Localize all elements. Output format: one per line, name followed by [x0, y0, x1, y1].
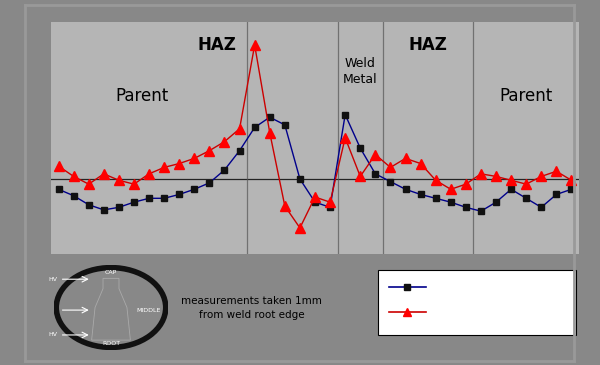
BW01-PS Post Straining: [568, 178, 575, 182]
BW01-PS Post Straining: [341, 136, 349, 140]
BW01-PS Post Straining: [296, 226, 304, 230]
FancyBboxPatch shape: [379, 270, 577, 335]
BW01-PS Post Straining: [55, 164, 62, 168]
BW01-PS Post Straining: [221, 139, 228, 144]
BW01 As-recieved: [493, 200, 500, 204]
BW01-PS Post Straining: [553, 169, 560, 173]
BW01 As-recieved: [478, 209, 485, 214]
BW01-PS Post Straining: [311, 195, 319, 199]
BW01 As-recieved: [568, 187, 575, 192]
BW01 As-recieved: [130, 200, 137, 204]
Text: measurements taken 1mm
from weld root edge: measurements taken 1mm from weld root ed…: [181, 296, 322, 320]
BW01-PS Post Straining: [432, 178, 439, 182]
Text: CAP: CAP: [105, 270, 117, 275]
BW01 As-recieved: [326, 205, 334, 210]
Polygon shape: [92, 278, 130, 340]
BW01 As-recieved: [447, 200, 454, 204]
BW01 As-recieved: [432, 196, 439, 200]
BW01 As-recieved: [281, 123, 289, 127]
Line: BW01-PS Post Straining: BW01-PS Post Straining: [53, 40, 577, 233]
BW01 As-recieved: [372, 172, 379, 176]
BW01 As-recieved: [176, 192, 183, 197]
BW01-PS Post Straining: [281, 204, 289, 208]
BW01 As-recieved: [462, 205, 469, 210]
Text: ROOT: ROOT: [102, 341, 120, 346]
BW01-PS Post Straining: [206, 149, 213, 153]
BW01-PS Post Straining: [538, 174, 545, 178]
BW01 As-recieved: [145, 196, 152, 200]
BW01-PS Post Straining: [115, 178, 122, 182]
BW01-PS Post Straining: [145, 172, 152, 176]
BW01 As-recieved: [236, 149, 243, 153]
BW01 As-recieved: [296, 177, 304, 181]
BW01 As-recieved: [55, 187, 62, 192]
BW01-PS Post Straining: [387, 165, 394, 170]
BW01 As-recieved: [402, 187, 409, 192]
BW01-PS Post Straining: [266, 130, 274, 135]
BW01-PS Post Straining: [417, 161, 424, 166]
BW01-PS Post Straining: [251, 43, 258, 47]
BW01-PS Post Straining: [130, 182, 137, 187]
BW01-PS Post Straining: [70, 174, 77, 178]
BW01-PS Post Straining: [236, 127, 243, 131]
BW01 As-recieved: [523, 196, 530, 200]
Text: Weld
Metal: Weld Metal: [343, 57, 377, 86]
BW01-PS Post Straining: [326, 200, 334, 204]
BW01 As-recieved: [553, 192, 560, 197]
BW01 As-recieved: [70, 193, 77, 198]
BW01 As-recieved: [85, 203, 92, 207]
BW01 As-recieved: [311, 200, 319, 204]
BW01 As-recieved: [115, 205, 122, 210]
BW01-PS Post Straining: [85, 182, 92, 187]
BW01-PS Post Straining: [161, 165, 168, 170]
BW01 As-recieved: [191, 187, 198, 192]
BW01 As-recieved: [538, 205, 545, 210]
BW01-PS Post Straining: [356, 174, 364, 178]
BW01 As-recieved: [417, 192, 424, 197]
BW01 As-recieved: [161, 196, 168, 200]
BW01-PS Post Straining: [523, 182, 530, 187]
Text: HAZ: HAZ: [409, 36, 448, 54]
Text: Parent: Parent: [115, 87, 168, 105]
Text: HV: HV: [49, 277, 58, 282]
BW01-PS Post Straining: [372, 152, 379, 157]
Text: HV: HV: [49, 333, 58, 338]
BW01-PS Post Straining: [493, 174, 500, 178]
BW01-PS Post Straining: [191, 156, 198, 161]
BW01 As-recieved: [387, 179, 394, 184]
BW01-PS Post Straining: [478, 172, 485, 176]
BW01-PS Post Straining: [176, 161, 183, 166]
BW01 As-recieved: [251, 125, 258, 130]
BW01-PS Post Straining: [462, 182, 469, 187]
Text: BW01 As-recieved: BW01 As-recieved: [436, 282, 525, 292]
BW01 As-recieved: [266, 115, 274, 119]
Text: HAZ: HAZ: [197, 36, 236, 54]
BW01 As-recieved: [341, 112, 349, 117]
BW01-PS Post Straining: [402, 156, 409, 161]
BW01 As-recieved: [221, 168, 228, 172]
Line: BW01 As-recieved: BW01 As-recieved: [55, 111, 575, 215]
Text: BW01-PS Post Straining: BW01-PS Post Straining: [436, 307, 551, 317]
BW01-PS Post Straining: [508, 178, 515, 182]
Text: Parent: Parent: [500, 87, 553, 105]
BW01 As-recieved: [356, 146, 364, 150]
BW01 As-recieved: [508, 187, 515, 192]
BW01 As-recieved: [206, 181, 213, 185]
BW01-PS Post Straining: [447, 187, 454, 192]
Text: MIDDLE: MIDDLE: [136, 308, 160, 312]
BW01-PS Post Straining: [100, 172, 107, 176]
BW01 As-recieved: [100, 208, 107, 212]
